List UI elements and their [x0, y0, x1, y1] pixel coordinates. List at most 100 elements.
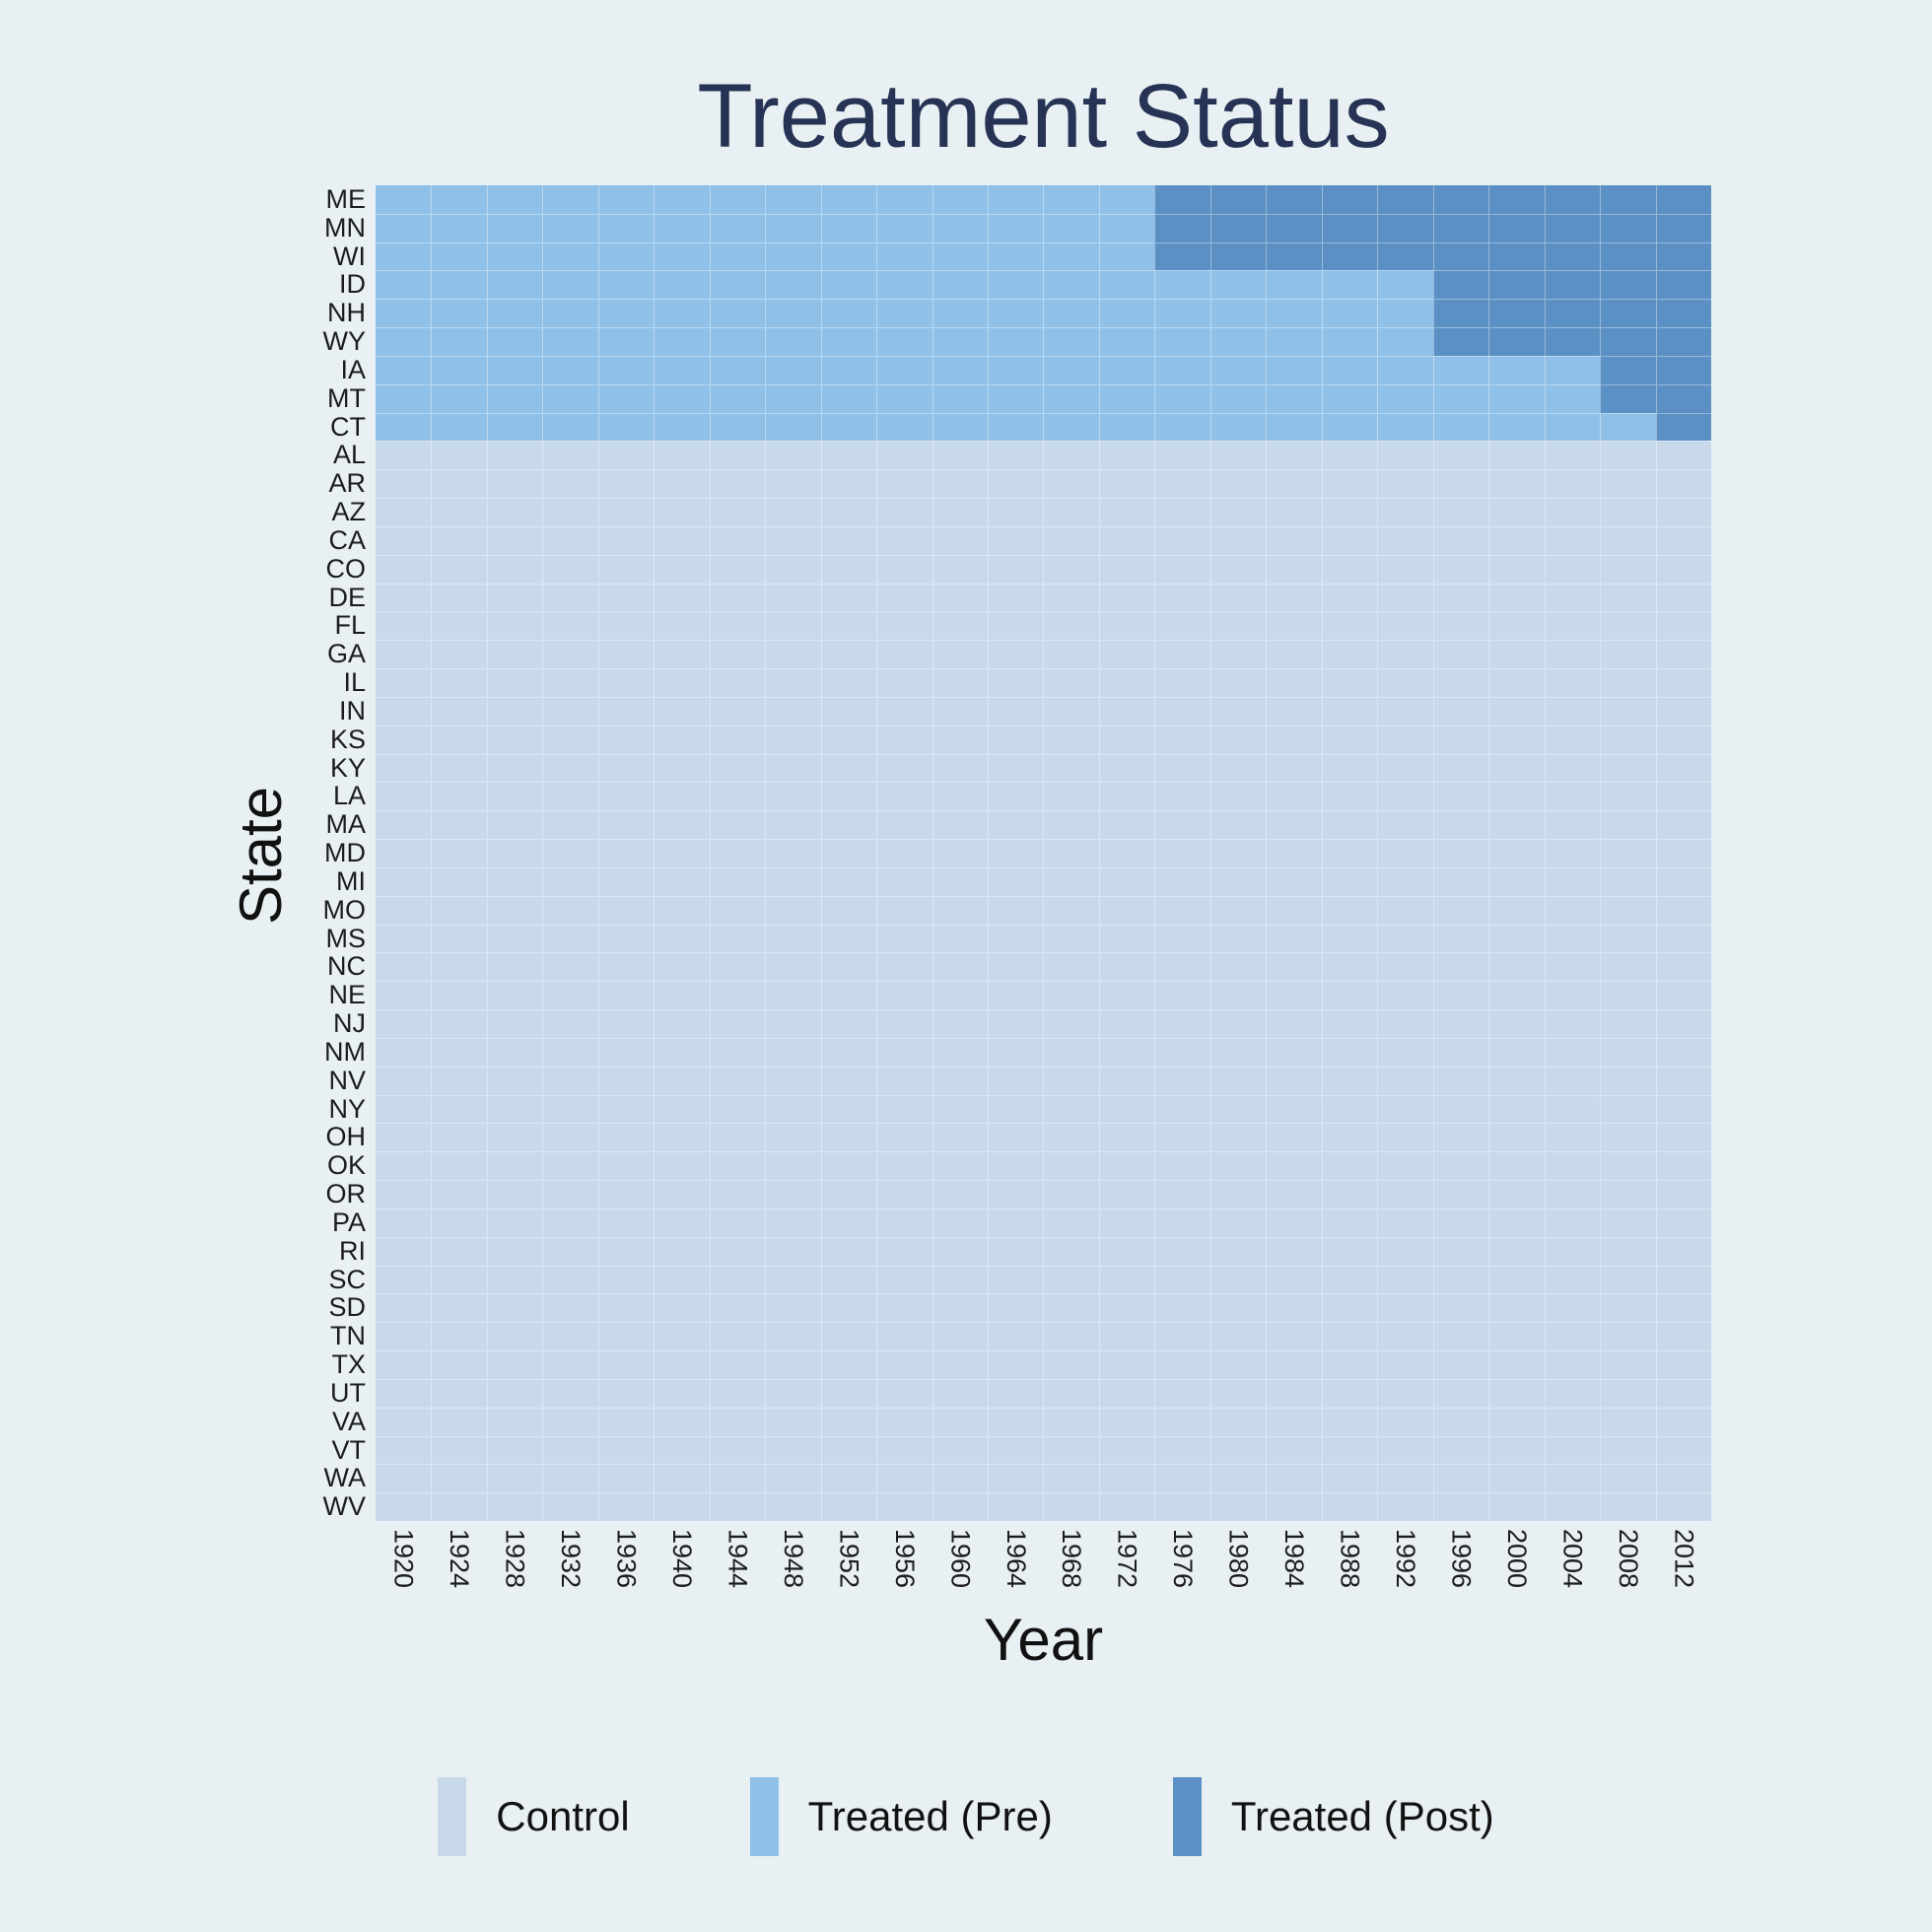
- heatmap-cell: [1544, 810, 1601, 840]
- heatmap-cell: [376, 1265, 432, 1294]
- heatmap-cell: [1154, 554, 1210, 584]
- heatmap-cell: [1098, 299, 1155, 328]
- heatmap-cell: [376, 583, 432, 612]
- heatmap-cell: [486, 1236, 543, 1266]
- heatmap-cell: [1600, 1293, 1656, 1323]
- heatmap-cell: [1600, 782, 1656, 811]
- heatmap-cell: [876, 1208, 932, 1237]
- heatmap-cell: [1600, 1180, 1656, 1208]
- heatmap-cell: [486, 1208, 543, 1237]
- heatmap-cell: [1043, 583, 1099, 612]
- heatmap-cell: [988, 1123, 1044, 1152]
- heatmap-cell: [709, 1208, 766, 1237]
- heatmap-cell: [1544, 866, 1601, 896]
- heatmap-cell: [932, 696, 989, 725]
- heatmap-cell: [1488, 981, 1545, 1010]
- heatmap-cell: [542, 1180, 598, 1208]
- heatmap-cell: [542, 1350, 598, 1379]
- heatmap-cell: [376, 270, 432, 300]
- heatmap-cell: [709, 1293, 766, 1323]
- heatmap-cell: [1266, 1407, 1322, 1436]
- heatmap-cell: [1043, 895, 1099, 925]
- heatmap-cell: [542, 1094, 598, 1124]
- heatmap-cell: [654, 441, 710, 470]
- heatmap-cell: [988, 924, 1044, 953]
- heatmap-cell: [542, 554, 598, 584]
- heatmap-cell: [654, 1350, 710, 1379]
- heatmap-cell: [988, 1037, 1044, 1067]
- heatmap-cell: [1432, 696, 1489, 725]
- heatmap-cell: [988, 270, 1044, 300]
- heatmap-cell: [486, 724, 543, 754]
- heatmap-cell: [1321, 242, 1378, 271]
- heatmap-cell: [1544, 1492, 1601, 1521]
- y-tick-label: OR: [325, 1179, 367, 1209]
- heatmap-cell: [1266, 299, 1322, 328]
- heatmap-cell: [486, 866, 543, 896]
- heatmap-cell: [765, 1180, 821, 1208]
- heatmap-cell: [1209, 952, 1267, 982]
- heatmap-cell: [1043, 753, 1099, 783]
- heatmap-cell: [709, 1180, 766, 1208]
- heatmap-cell: [486, 924, 543, 953]
- heatmap-cell: [1266, 270, 1322, 300]
- heatmap-cell: [1600, 668, 1656, 697]
- heatmap-cell: [1377, 583, 1433, 612]
- heatmap-cell: [597, 1123, 655, 1152]
- heatmap-cell: [1377, 1322, 1433, 1351]
- heatmap-cell: [1266, 185, 1322, 214]
- heatmap-cell: [765, 185, 821, 214]
- heatmap-cell: [1209, 299, 1267, 328]
- heatmap-cell: [597, 441, 655, 470]
- heatmap-cell: [1098, 1066, 1155, 1095]
- heatmap-cell: [765, 1151, 821, 1181]
- heatmap-cell: [932, 1037, 989, 1067]
- heatmap-cell: [1488, 1236, 1545, 1266]
- heatmap-cell: [654, 213, 710, 242]
- heatmap-cell: [932, 839, 989, 867]
- heatmap-cell: [376, 1037, 432, 1067]
- heatmap-cell: [820, 1009, 877, 1038]
- heatmap-cell: [709, 1322, 766, 1351]
- heatmap-cell: [1377, 1180, 1433, 1208]
- heatmap-cell: [1600, 611, 1656, 641]
- heatmap-cell: [1154, 242, 1210, 271]
- heatmap-cell: [431, 383, 487, 413]
- heatmap-cell: [709, 270, 766, 300]
- heatmap-cell: [1266, 753, 1322, 783]
- heatmap-cell: [988, 696, 1044, 725]
- heatmap-cell: [932, 1378, 989, 1408]
- heatmap-cell: [1432, 1066, 1489, 1095]
- heatmap-cell: [1043, 1492, 1099, 1521]
- heatmap-cell: [486, 611, 543, 641]
- heatmap-cell: [1043, 782, 1099, 811]
- heatmap-cell: [1377, 1037, 1433, 1067]
- heatmap-cell: [1600, 753, 1656, 783]
- heatmap-cell: [376, 668, 432, 697]
- heatmap-cell: [431, 810, 487, 840]
- heatmap-cell: [1266, 952, 1322, 982]
- heatmap-cell: [1154, 1009, 1210, 1038]
- heatmap-cell: [988, 640, 1044, 669]
- heatmap-cell: [542, 782, 598, 811]
- heatmap-cell: [988, 753, 1044, 783]
- heatmap-cell: [1043, 554, 1099, 584]
- heatmap-cell: [765, 1066, 821, 1095]
- heatmap-cell: [1098, 1123, 1155, 1152]
- heatmap-cell: [542, 355, 598, 384]
- heatmap-cell: [1655, 724, 1711, 754]
- heatmap-cell: [654, 185, 710, 214]
- heatmap-cell: [1655, 1378, 1711, 1408]
- heatmap-cell: [1432, 1322, 1489, 1351]
- heatmap-cell: [654, 355, 710, 384]
- heatmap-cell: [1544, 525, 1601, 555]
- heatmap-cell: [1266, 1492, 1322, 1521]
- heatmap-cell: [1154, 895, 1210, 925]
- heatmap-cell: [1432, 1265, 1489, 1294]
- heatmap-cell: [988, 498, 1044, 526]
- heatmap-cell: [1043, 696, 1099, 725]
- heatmap-cell: [765, 441, 821, 470]
- heatmap-cell: [1098, 1293, 1155, 1323]
- heatmap-cell: [1098, 583, 1155, 612]
- heatmap-cell: [1043, 1094, 1099, 1124]
